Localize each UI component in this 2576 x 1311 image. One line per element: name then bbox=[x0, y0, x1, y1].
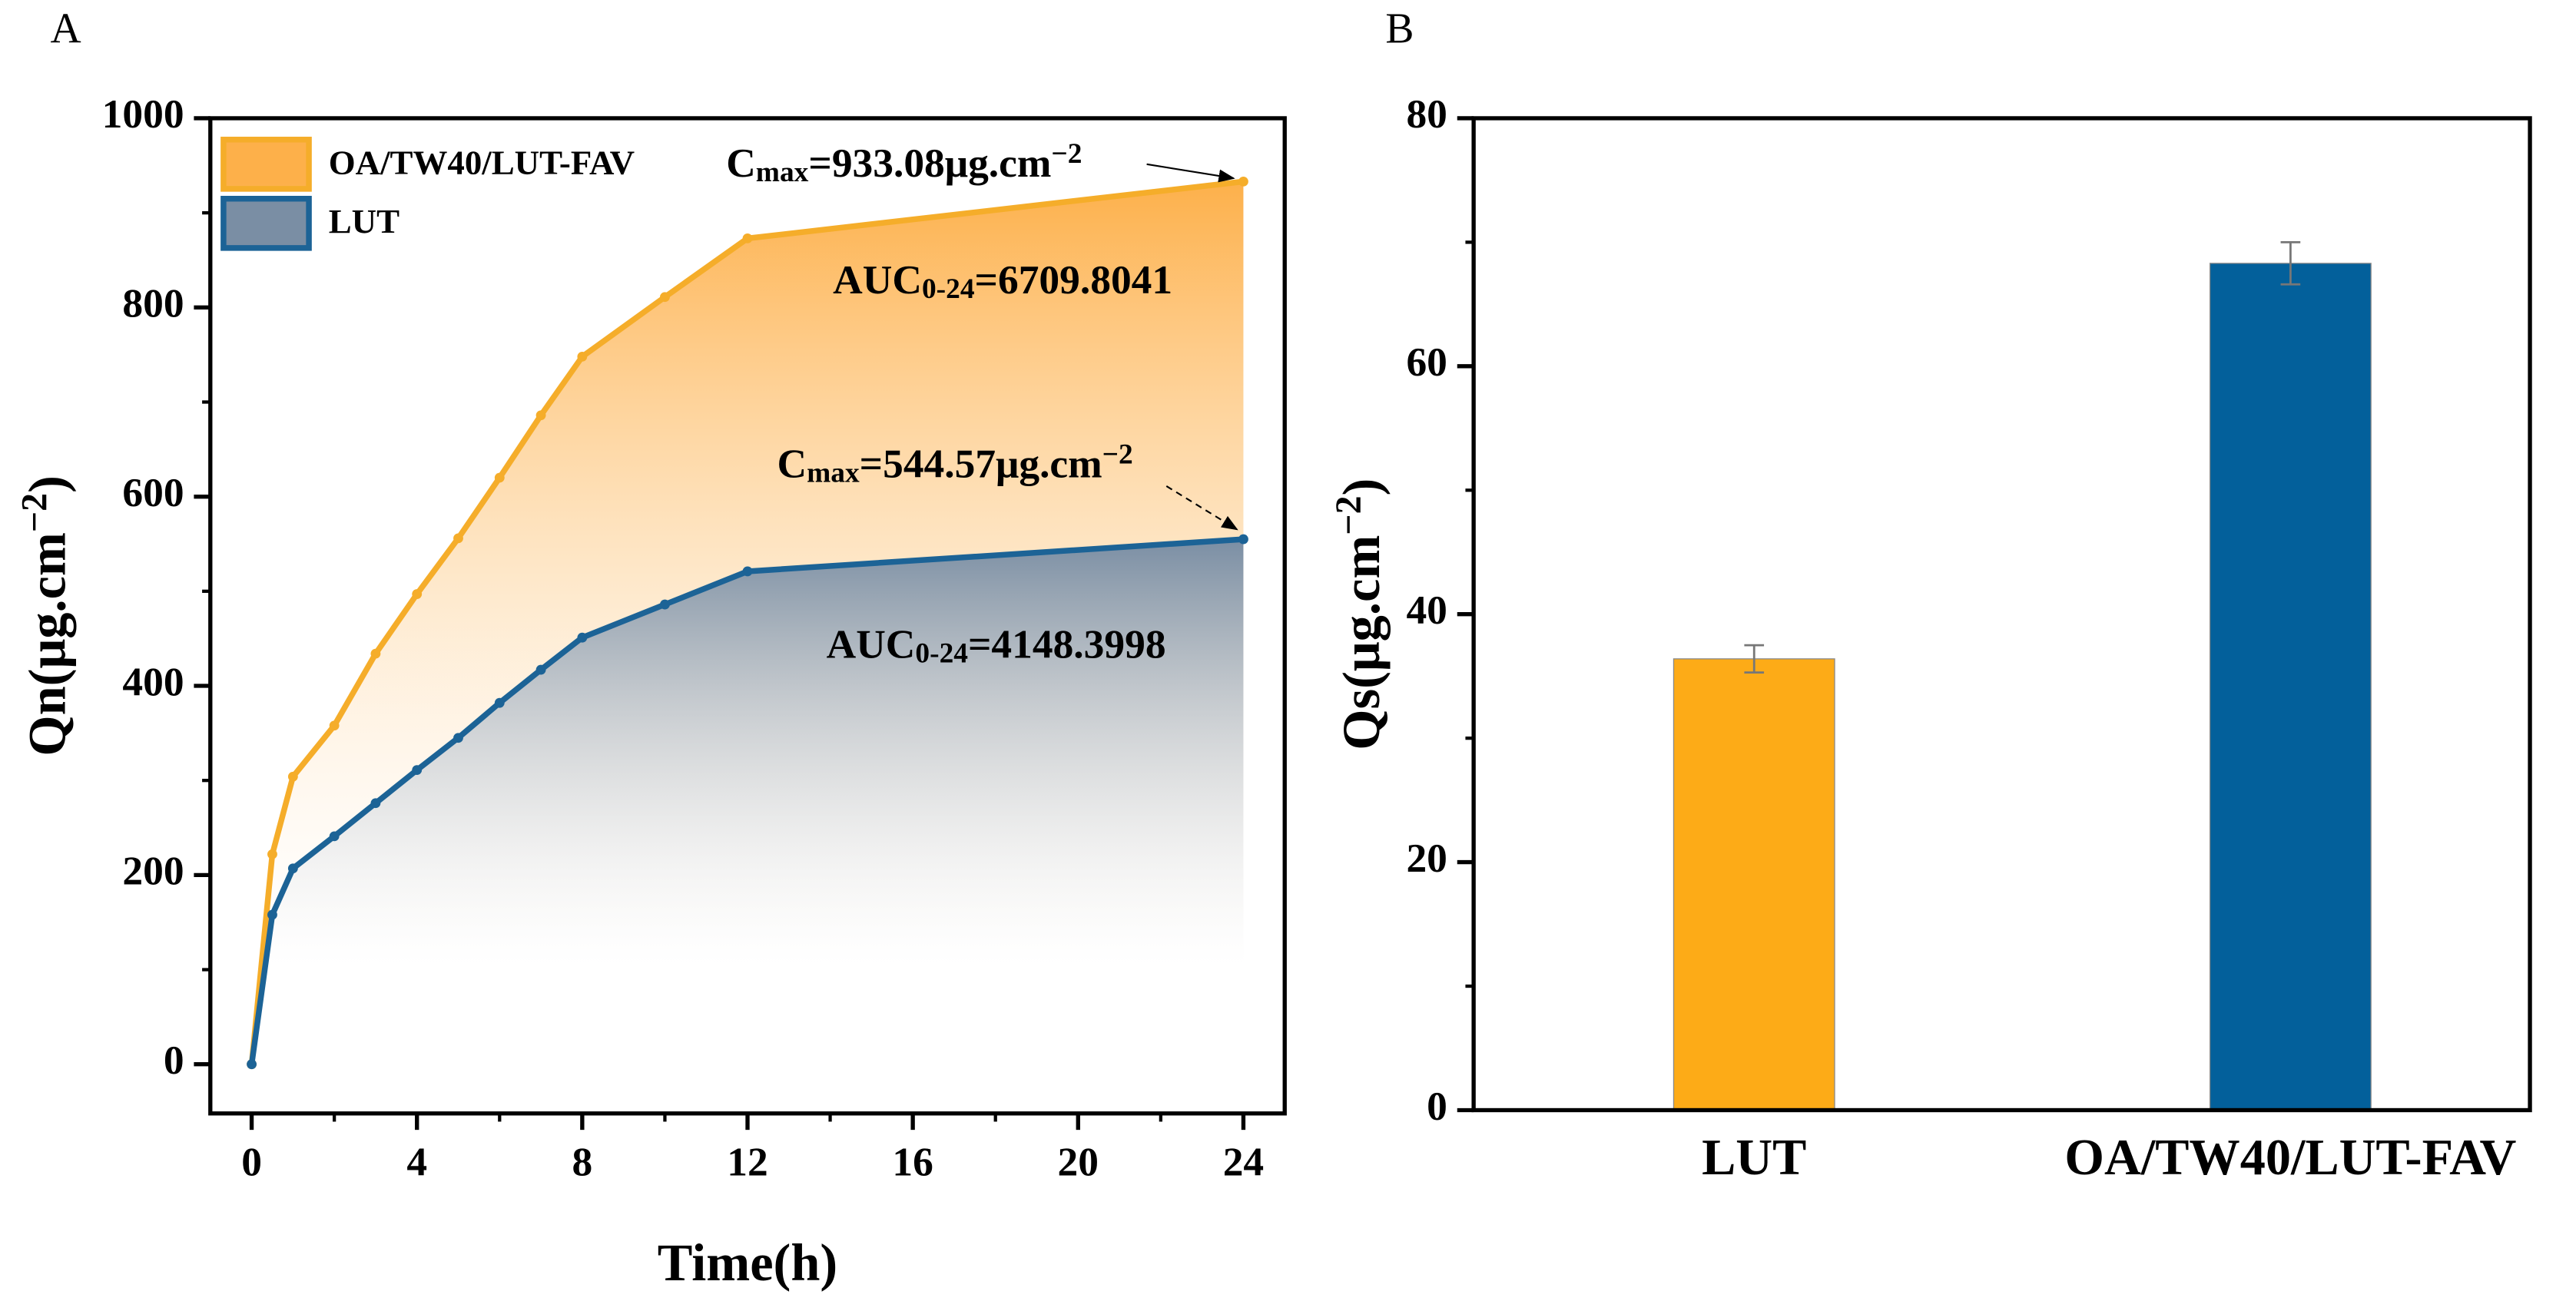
legend-label: OA/TW40/LUT-FAV bbox=[329, 143, 635, 181]
point bbox=[329, 831, 340, 842]
point bbox=[494, 697, 505, 708]
x-tick-label: 0 bbox=[241, 1138, 262, 1184]
x-tick-label: 4 bbox=[406, 1138, 427, 1184]
bar bbox=[1673, 658, 1835, 1111]
point bbox=[535, 410, 546, 421]
error-bar bbox=[1744, 644, 1765, 674]
point bbox=[1238, 176, 1248, 187]
point bbox=[329, 720, 340, 731]
point bbox=[370, 798, 381, 809]
annotation-arrow bbox=[1146, 163, 1235, 183]
text-part: 0-24 bbox=[915, 637, 968, 669]
text-part: max bbox=[807, 457, 860, 488]
x-tick-label: 24 bbox=[1223, 1138, 1264, 1184]
y-tick-label: 800 bbox=[122, 280, 184, 326]
point bbox=[287, 771, 298, 782]
text-part: =4148.3998 bbox=[968, 621, 1166, 667]
text-part: =6709.8041 bbox=[975, 257, 1173, 303]
y-tick-label: 20 bbox=[1406, 835, 1447, 881]
x-tick-label: OA/TW40/LUT-FAV bbox=[2064, 1130, 2516, 1186]
text-part: −2 bbox=[1328, 495, 1369, 535]
text-part: −2 bbox=[14, 493, 55, 532]
plot-frame bbox=[1471, 116, 2532, 1113]
text-part: Qs(μg.cm bbox=[1332, 535, 1391, 750]
point bbox=[535, 664, 546, 675]
point bbox=[412, 765, 423, 776]
text-part: =544.57μg.cm bbox=[860, 441, 1102, 487]
y-tick-label: 1000 bbox=[102, 91, 184, 137]
point bbox=[247, 1059, 257, 1070]
y-axis-label: Qn(μg.cm−2) bbox=[14, 475, 76, 756]
y-tick-label: 60 bbox=[1406, 339, 1447, 385]
area bbox=[251, 539, 1244, 1064]
point bbox=[577, 351, 588, 362]
point bbox=[742, 233, 753, 243]
annotation-arrow bbox=[1165, 485, 1238, 531]
text-part: AUC bbox=[827, 621, 916, 667]
point bbox=[1238, 534, 1248, 545]
text-part: =933.08μg.cm bbox=[808, 140, 1051, 186]
text-part: AUC bbox=[833, 257, 922, 303]
text-part: Qn(μg.cm bbox=[18, 532, 76, 756]
x-tick-label: LUT bbox=[1702, 1130, 1806, 1186]
y-tick-label: 600 bbox=[122, 469, 184, 515]
y-axis-label: Qs(μg.cm−2) bbox=[1328, 478, 1391, 750]
annotation: AUC0-24=4148.3998 bbox=[827, 621, 1166, 670]
y-tick-label: 0 bbox=[164, 1037, 184, 1083]
point bbox=[453, 533, 463, 544]
text-part: C bbox=[777, 441, 807, 487]
point bbox=[267, 909, 277, 920]
x-tick-label: 20 bbox=[1058, 1138, 1099, 1184]
text-part: max bbox=[756, 157, 809, 188]
text-part: 0-24 bbox=[922, 273, 975, 305]
annotation: AUC0-24=6709.8041 bbox=[833, 257, 1172, 305]
legend-swatch bbox=[220, 195, 312, 251]
x-tick-label: 12 bbox=[727, 1138, 767, 1184]
text-part: −2 bbox=[1102, 439, 1133, 470]
point bbox=[577, 632, 588, 643]
bar bbox=[2209, 263, 2372, 1111]
y-tick-label: 400 bbox=[122, 658, 184, 704]
text-part: ) bbox=[1332, 478, 1391, 496]
point bbox=[660, 292, 670, 303]
y-tick-label: 40 bbox=[1406, 587, 1447, 633]
point bbox=[287, 863, 298, 874]
y-tick-label: 80 bbox=[1406, 91, 1447, 137]
error-bar bbox=[2280, 241, 2301, 286]
point bbox=[453, 733, 463, 743]
text-part: Time(h) bbox=[658, 1233, 837, 1291]
annotation: Cmax=544.57μg.cm−2 bbox=[777, 439, 1132, 488]
annotation: Cmax=933.08μg.cm−2 bbox=[726, 138, 1082, 188]
legend-swatch bbox=[220, 137, 312, 192]
point bbox=[742, 566, 753, 577]
legend-label: LUT bbox=[329, 202, 399, 240]
point bbox=[412, 589, 423, 599]
x-tick-label: 16 bbox=[892, 1138, 933, 1184]
text-part: C bbox=[726, 140, 756, 186]
point bbox=[370, 648, 381, 659]
point bbox=[660, 599, 670, 610]
x-axis-label: Time(h) bbox=[658, 1233, 837, 1291]
text-part: −2 bbox=[1051, 138, 1082, 170]
point bbox=[494, 472, 505, 483]
panel-label: A bbox=[51, 5, 81, 53]
y-tick-label: 0 bbox=[1427, 1083, 1447, 1129]
panel-label: B bbox=[1385, 5, 1414, 53]
x-tick-label: 8 bbox=[572, 1138, 592, 1184]
text-part: ) bbox=[18, 475, 76, 493]
point bbox=[267, 849, 277, 859]
y-tick-label: 200 bbox=[122, 848, 184, 894]
